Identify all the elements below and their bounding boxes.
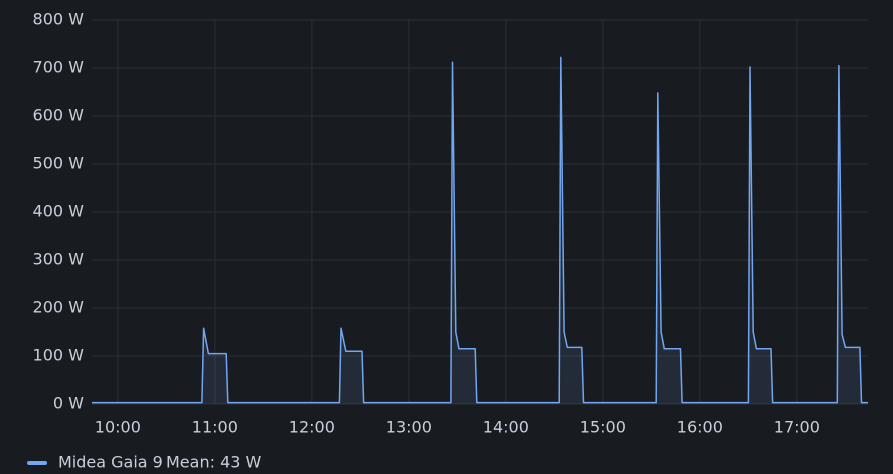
- x-tick-label: 13:00: [386, 418, 432, 437]
- y-tick-label: 400 W: [33, 202, 85, 221]
- x-tick-label: 15:00: [580, 418, 626, 437]
- y-tick-label: 800 W: [33, 10, 85, 29]
- y-tick-label: 300 W: [33, 250, 85, 269]
- y-tick-label: 500 W: [33, 154, 85, 173]
- x-tick-label: 12:00: [289, 418, 335, 437]
- x-tick-label: 11:00: [192, 418, 238, 437]
- x-tick-label: 10:00: [95, 418, 141, 437]
- y-tick-label: 200 W: [33, 298, 85, 317]
- x-tick-label: 17:00: [774, 418, 820, 437]
- legend-stat: Mean: 43 W: [166, 453, 262, 472]
- legend-label: Midea Gaia 9: [58, 453, 163, 472]
- y-tick-label: 700 W: [33, 58, 85, 77]
- y-tick-label: 0 W: [53, 394, 84, 413]
- y-tick-label: 600 W: [33, 106, 85, 125]
- series-line: [92, 56, 868, 404]
- y-tick-label: 100 W: [33, 346, 85, 365]
- x-tick-label: 16:00: [677, 418, 723, 437]
- x-tick-label: 14:00: [483, 418, 529, 437]
